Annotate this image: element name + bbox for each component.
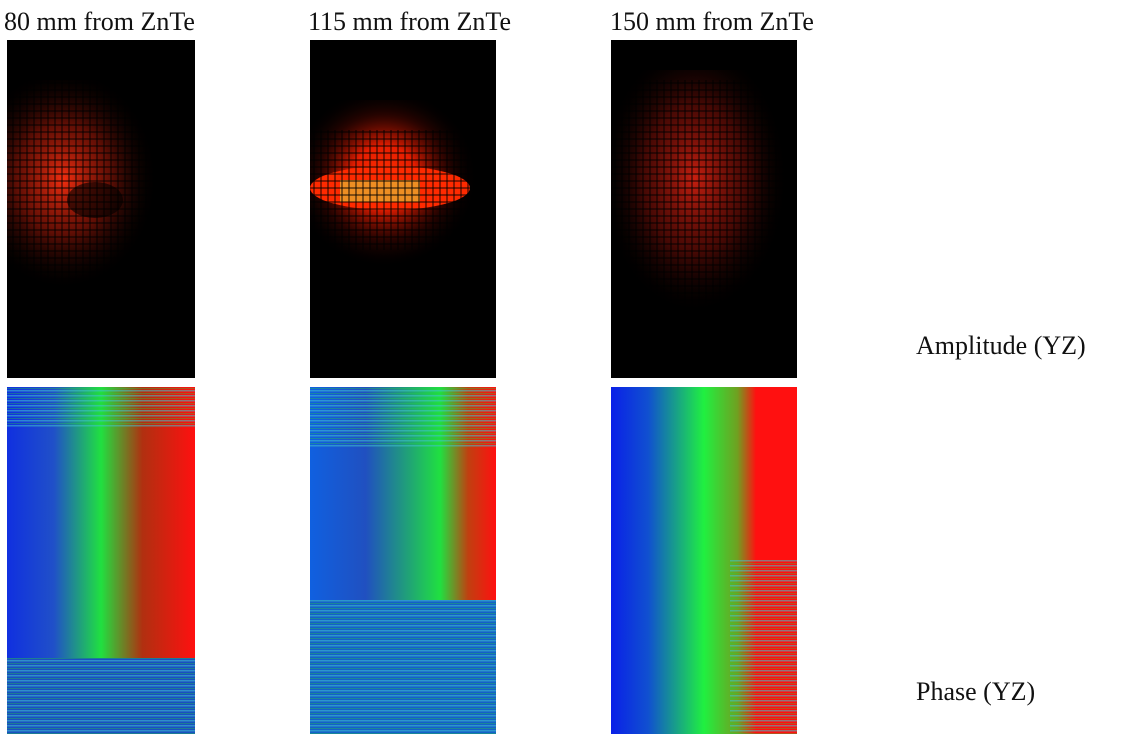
- row-label: Amplitude (YZ): [916, 331, 1086, 360]
- column-title: 115 mm from ZnTe: [308, 7, 511, 36]
- phase-image: [7, 387, 195, 734]
- column-title: 80 mm from ZnTe: [4, 7, 195, 36]
- row-label: Phase (YZ): [916, 677, 1035, 706]
- amplitude-image: [611, 40, 797, 378]
- column-title: 150 mm from ZnTe: [610, 7, 814, 36]
- phase-image: [611, 387, 797, 734]
- phase-image: [310, 387, 496, 734]
- amplitude-image: [7, 40, 195, 378]
- amplitude-image: [310, 40, 496, 378]
